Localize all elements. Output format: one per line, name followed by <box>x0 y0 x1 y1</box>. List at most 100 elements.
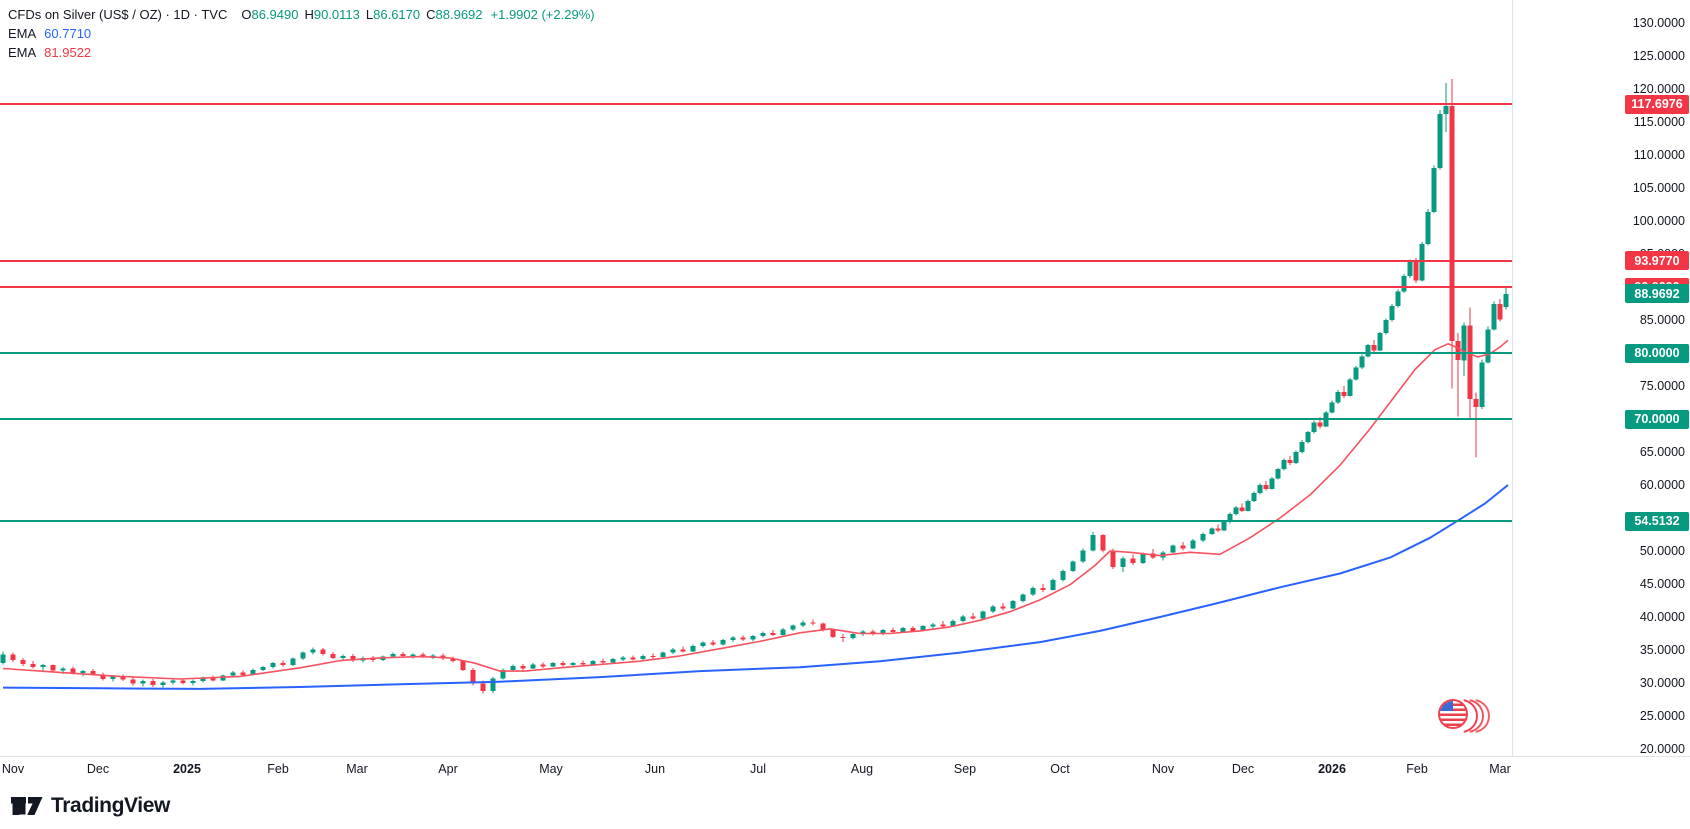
candle-body <box>200 677 206 681</box>
price-tick-label: 40.0000 <box>1639 610 1685 624</box>
ema-fast-line[interactable] <box>2 339 1509 680</box>
candle-body <box>670 649 676 653</box>
open-key: O <box>241 7 252 22</box>
price-tick-label: 125.0000 <box>1632 49 1685 64</box>
price-tick-label: 130.0000 <box>1632 16 1685 31</box>
symbol-title[interactable]: CFDs on Silver (US$ / OZ) · 1D · TVC <box>8 7 228 22</box>
price-axis[interactable]: 130.0000 125.0000 120.0000 115.0000 110.0000… <box>1512 0 1690 756</box>
chart-legend: CFDs on Silver (US$ / OZ) · 1D · TVC O86.… <box>8 5 595 62</box>
indicator-value: 60.7710 <box>44 26 92 41</box>
candle-body <box>970 616 976 619</box>
candle-body <box>1383 320 1389 334</box>
indicator-legend-row[interactable]: EMA 60.7710 <box>8 24 595 43</box>
candle-body <box>1335 392 1341 403</box>
price-tick-label: 65.0000 <box>1639 445 1685 460</box>
candle-body <box>1275 469 1281 479</box>
candle-body <box>1020 594 1026 602</box>
candle-body <box>130 679 136 684</box>
high-value: 90.0113 <box>313 7 360 22</box>
candle-body <box>1269 478 1275 489</box>
candle-body <box>1497 304 1503 320</box>
time-axis-month-label: Dec <box>1231 762 1255 776</box>
candle-body <box>920 626 926 631</box>
candle-body <box>1221 522 1227 531</box>
candle-body <box>1060 570 1066 580</box>
price-level-badge: 117.6976 <box>1625 94 1689 114</box>
candle-body <box>1000 606 1006 609</box>
indicator-value: 81.9522 <box>44 45 92 60</box>
candle-body <box>480 683 486 691</box>
time-axis-month-label: Mar <box>346 762 368 776</box>
candle-body <box>1467 325 1473 400</box>
candle-body <box>310 649 316 653</box>
candle-body <box>940 624 946 627</box>
open-value: 86.9490 <box>251 7 299 22</box>
candle-body <box>1419 244 1425 281</box>
candle-body <box>500 669 506 679</box>
candle-body <box>1311 422 1317 433</box>
candle-body <box>1341 392 1347 396</box>
indicator-legend-row[interactable]: EMA 81.9522 <box>8 43 595 62</box>
candle-body <box>1353 367 1359 380</box>
ema-slow-line[interactable] <box>2 484 1509 690</box>
candle-body <box>1170 545 1176 553</box>
candle-body <box>990 606 996 612</box>
us-flag-icon <box>1438 698 1490 733</box>
candlestick-chart[interactable] <box>0 0 1512 756</box>
candle-body <box>1251 492 1257 501</box>
candle-body <box>140 681 146 684</box>
candle-body <box>120 676 126 680</box>
candle-body <box>720 640 726 645</box>
candle-body <box>510 665 516 670</box>
candle-body <box>620 657 626 660</box>
time-axis[interactable]: Nov Dec 2025 Feb Mar Apr May Jun Jul Aug Sep Oct Nov… <box>0 756 1690 784</box>
candle-body <box>10 654 16 660</box>
low-value: 86.6170 <box>373 7 421 22</box>
candle-body <box>1503 293 1509 308</box>
candle-body <box>1150 553 1156 558</box>
ohlc-values: O86.9490 H90.0113 L86.6170 C88.9692 <box>235 7 482 22</box>
candle-body <box>710 642 716 645</box>
time-axis-month-label: Mar <box>1489 762 1511 776</box>
price-tick-label: 30.0000 <box>1639 676 1685 690</box>
candle-body <box>1329 402 1335 413</box>
tradingview-logo[interactable]: TradingView <box>10 794 170 818</box>
price-tick-label: 75.0000 <box>1639 379 1685 394</box>
time-axis-month-label: Jul <box>750 762 766 776</box>
candle-body <box>730 637 736 641</box>
time-axis-year-label: 2026 <box>1318 762 1346 776</box>
price-tick-label: 85.0000 <box>1639 313 1685 328</box>
candle-body <box>830 630 836 637</box>
candle-body <box>1479 362 1485 408</box>
flag-canton <box>1440 701 1453 711</box>
candle-body <box>1359 356 1365 368</box>
price-tick-label: 110.0000 <box>1633 148 1685 163</box>
candle-body <box>740 637 746 640</box>
price-level-badge: 70.0000 <box>1625 409 1689 429</box>
candle-body <box>1190 540 1196 549</box>
candle-body <box>540 664 546 667</box>
candle-body <box>50 665 56 671</box>
candle-body <box>40 665 46 668</box>
indicator-name: EMA <box>8 26 37 41</box>
high-key: H <box>304 7 314 22</box>
candle-body <box>1120 558 1126 567</box>
candle-body <box>70 668 76 674</box>
symbol-row[interactable]: CFDs on Silver (US$ / OZ) · 1D · TVC O86.… <box>8 5 595 24</box>
time-axis-month-label: Dec <box>86 762 110 776</box>
candle-body <box>690 646 696 652</box>
candle-body <box>950 621 956 627</box>
candle-body <box>1227 514 1233 522</box>
candle-body <box>1371 345 1377 351</box>
close-key: C <box>426 7 436 22</box>
candle-body <box>1010 601 1016 609</box>
price-tick-label: 35.0000 <box>1639 643 1685 657</box>
candle-body <box>660 652 666 658</box>
candle-body <box>640 655 646 660</box>
chart-canvas[interactable]: CFDs on Silver (US$ / OZ) · 1D · TVC O86.… <box>0 0 1512 756</box>
price-tick-label: 60.0000 <box>1639 478 1685 492</box>
price-tick-label: 25.0000 <box>1639 709 1685 723</box>
candle-body <box>30 663 36 668</box>
candle-body <box>820 623 826 631</box>
